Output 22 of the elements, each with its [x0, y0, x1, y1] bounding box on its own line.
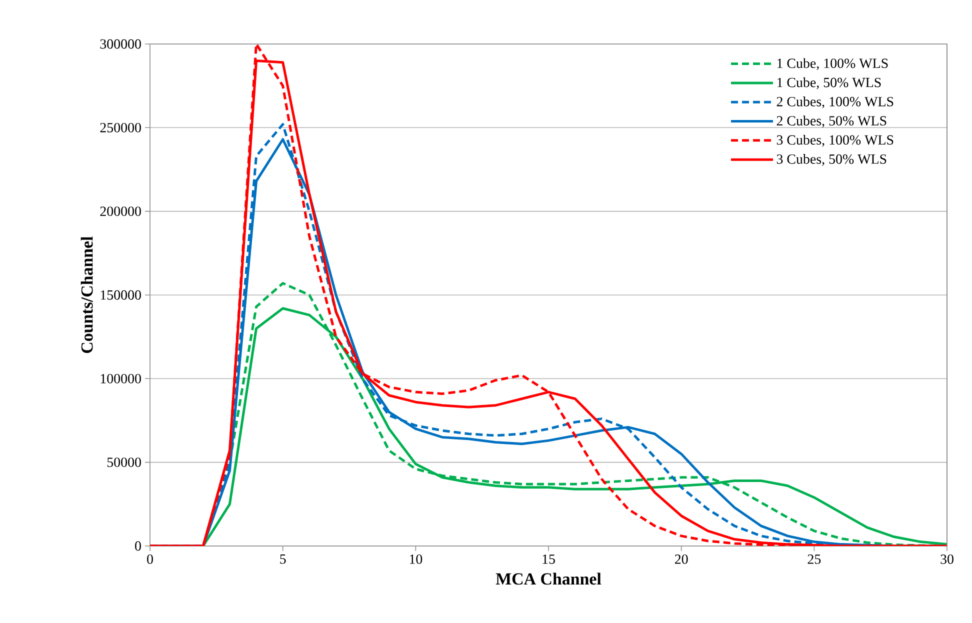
y-tick-label: 200000 [100, 206, 141, 216]
y-tick-label: 300000 [100, 39, 141, 49]
legend-label: 2 Cubes, 50% WLS [776, 116, 886, 128]
y-tick-label: 100000 [100, 374, 141, 384]
x-axis-title: MCA Channel [496, 572, 602, 585]
x-tick-label: 25 [808, 554, 821, 564]
x-tick-label: 5 [280, 554, 286, 564]
legend-label: 1 Cube, 100% WLS [777, 58, 888, 70]
y-tick-label: 50000 [107, 458, 141, 468]
y-tick-label: 250000 [100, 122, 141, 132]
legend-label: 2 Cubes, 100% WLS [776, 96, 894, 108]
legend-label: 3 Cubes, 50% WLS [776, 154, 886, 166]
x-tick-label: 10 [410, 554, 422, 564]
legend-label: 3 Cubes, 100% WLS [776, 134, 894, 147]
x-tick-label: 15 [542, 554, 555, 564]
y-axis-title: Counts/Channel [80, 236, 93, 353]
x-tick-label: 0 [147, 554, 153, 564]
y-tick-label: 150000 [100, 290, 141, 300]
legend-label: 1 Cube, 50% WLS [777, 77, 881, 90]
x-tick-label: 20 [674, 554, 688, 564]
x-tick-label: 30 [940, 554, 954, 564]
y-tick-label: 0 [135, 541, 141, 551]
